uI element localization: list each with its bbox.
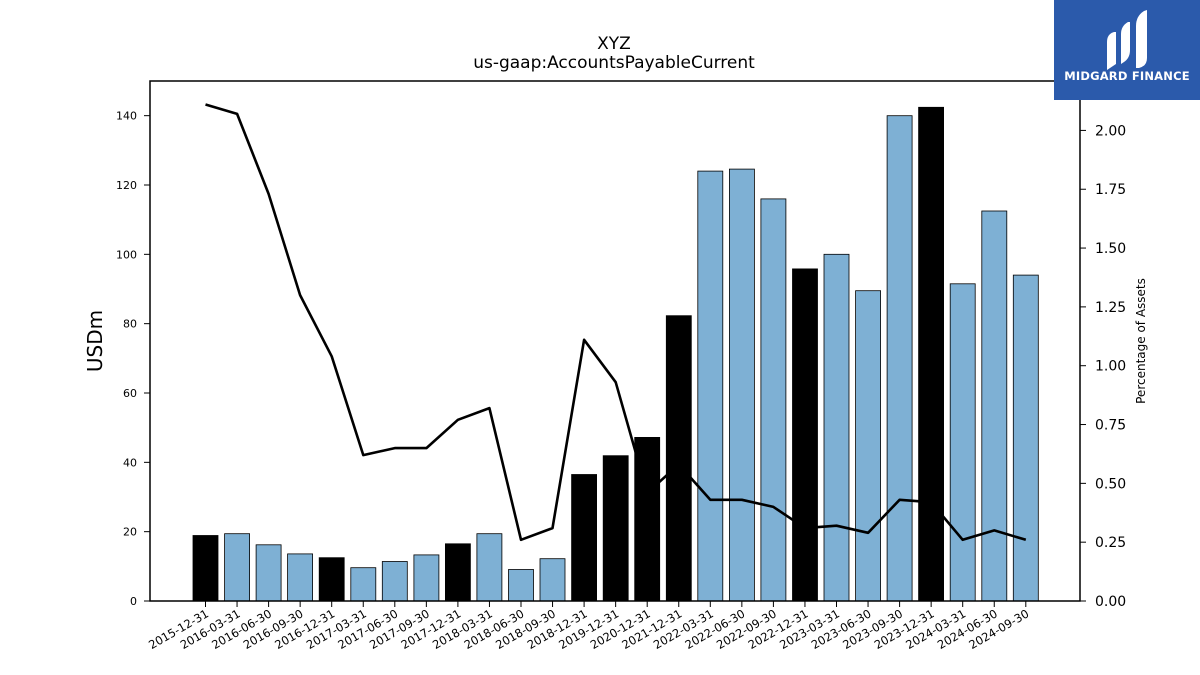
bars-group	[192, 106, 1039, 602]
y2-tick-label: 0.50	[1095, 476, 1126, 492]
y-axis-left: 0 20 40 60 80 100 120 140	[116, 110, 150, 608]
bar-2022-06-30	[729, 168, 755, 602]
y2-tick-label: 0.25	[1095, 535, 1126, 551]
y2-tick-label: 1.00	[1095, 359, 1126, 375]
bar-2024-09-30	[1012, 274, 1039, 602]
y-tick-label: 60	[123, 387, 137, 400]
bar-2016-03-31	[224, 533, 251, 602]
chart-title: XYZ	[597, 34, 631, 54]
bar-2017-03-31	[350, 567, 377, 602]
y2-tick-label: 0.75	[1095, 418, 1126, 434]
bar-2018-03-31	[476, 533, 503, 602]
y2-tick-label: 1.75	[1095, 182, 1126, 198]
y2-tick-label: 2.00	[1095, 123, 1126, 139]
percentage-line	[205, 103, 1027, 542]
line-group	[205, 103, 1027, 542]
bar-2019-12-31	[602, 455, 629, 602]
y2-tick-label: 1.25	[1095, 300, 1126, 316]
bar-2017-06-30	[381, 561, 408, 602]
brand-mark-icon	[1107, 10, 1147, 70]
bar-2017-12-31	[444, 543, 471, 602]
y-tick-label: 120	[116, 179, 137, 192]
bar-2022-09-30	[760, 198, 787, 602]
chart-subtitle: us-gaap:AccountsPayableCurrent	[473, 53, 755, 73]
bar-2016-09-30	[287, 553, 314, 602]
bar-2023-03-31	[823, 253, 850, 602]
bar-2016-06-30	[255, 544, 282, 602]
y2-tick-label: 1.50	[1095, 241, 1126, 257]
brand-logo: MIDGARD FINANCE	[1054, 0, 1200, 100]
y-axis-right: 0.00 0.25 0.50 0.75 1.00 1.25 1.50 1.75 2.00	[1080, 123, 1126, 610]
bar-2024-06-30	[981, 210, 1008, 602]
bar-2018-09-30	[539, 558, 566, 602]
y-axis-label: USDm	[83, 310, 107, 372]
bar-2022-03-31	[697, 170, 724, 602]
y2-axis-label: Percentage of Assets	[1134, 278, 1148, 404]
bar-2017-09-30	[413, 554, 440, 602]
y-tick-label: 140	[116, 110, 137, 123]
y-tick-label: 0	[130, 595, 137, 608]
bar-2015-12-31	[192, 535, 219, 602]
bar-2018-12-31	[571, 474, 597, 602]
y-tick-label: 40	[123, 456, 137, 469]
y2-tick-label: 0.00	[1095, 594, 1126, 610]
y-tick-label: 100	[116, 248, 137, 261]
bar-2023-12-31	[918, 106, 944, 602]
x-axis: 2015-12-312016-03-312016-06-302016-09-30…	[146, 601, 1031, 652]
plot-frame	[149, 80, 1081, 602]
bar-2023-09-30	[886, 115, 913, 602]
bar-2018-06-30	[508, 569, 534, 602]
bar-2022-12-31	[792, 268, 818, 602]
bar-2021-12-31	[665, 315, 692, 602]
bar-2023-06-30	[855, 290, 881, 602]
bar-2024-03-31	[949, 283, 976, 602]
brand-name: MIDGARD FINANCE	[1064, 69, 1190, 83]
y-tick-label: 20	[123, 526, 137, 539]
bar-2016-12-31	[318, 557, 345, 602]
y-tick-label: 80	[123, 318, 137, 331]
